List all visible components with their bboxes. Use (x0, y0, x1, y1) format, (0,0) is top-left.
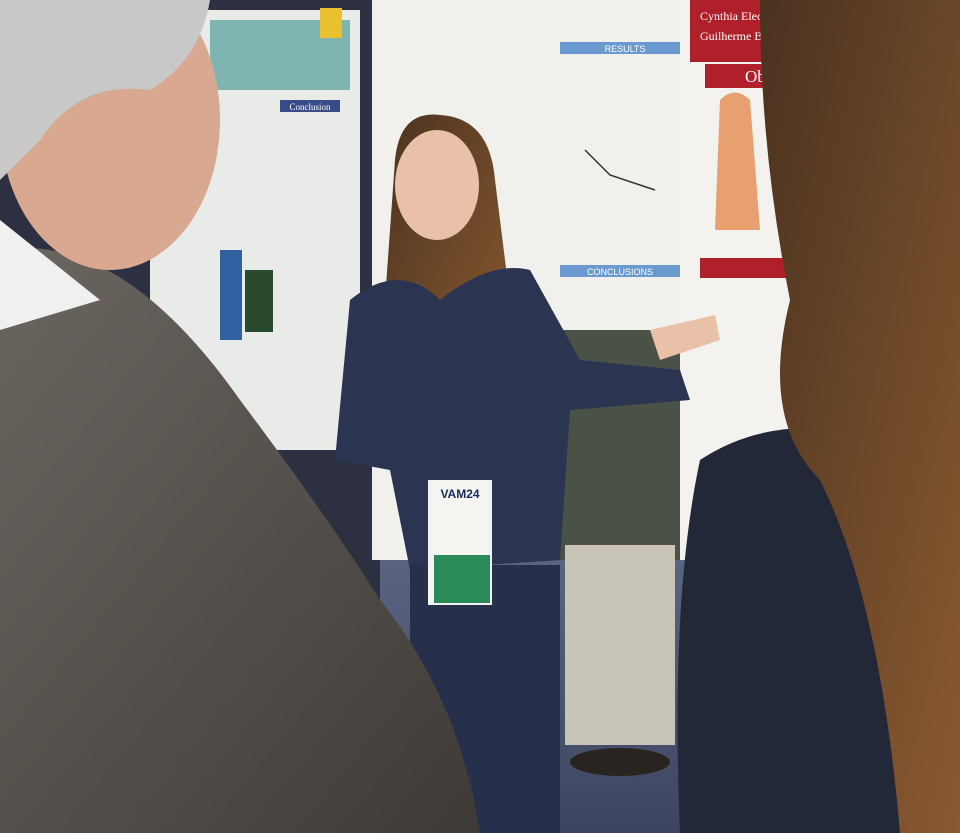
poster-heading: Conclusion (289, 102, 331, 112)
man-collar (0, 220, 100, 330)
poster-heading-bar (280, 100, 340, 112)
bystander-shoe (570, 748, 670, 776)
poster-tag (320, 8, 342, 38)
poster-image (245, 270, 273, 332)
poster-section-bar (560, 42, 690, 54)
poster-section: RESULTS (605, 44, 646, 54)
badge-stripe (434, 555, 490, 603)
poster-section-bar (560, 265, 680, 277)
poster-heading-bar (700, 258, 790, 278)
presenter-jacket (335, 268, 690, 570)
badge-text: VAM24 (440, 487, 479, 501)
bystander-trousers (565, 545, 675, 745)
man-jacket (0, 247, 480, 833)
man-hair (0, 0, 210, 180)
presenter-face (395, 130, 479, 240)
poster-section: CONCLUSIONS (587, 267, 653, 277)
poster-image (220, 250, 242, 340)
woman-hair (760, 0, 960, 833)
presenter-hand (650, 315, 720, 360)
anatomy-figure (715, 92, 760, 230)
poster-plot (584, 149, 656, 191)
